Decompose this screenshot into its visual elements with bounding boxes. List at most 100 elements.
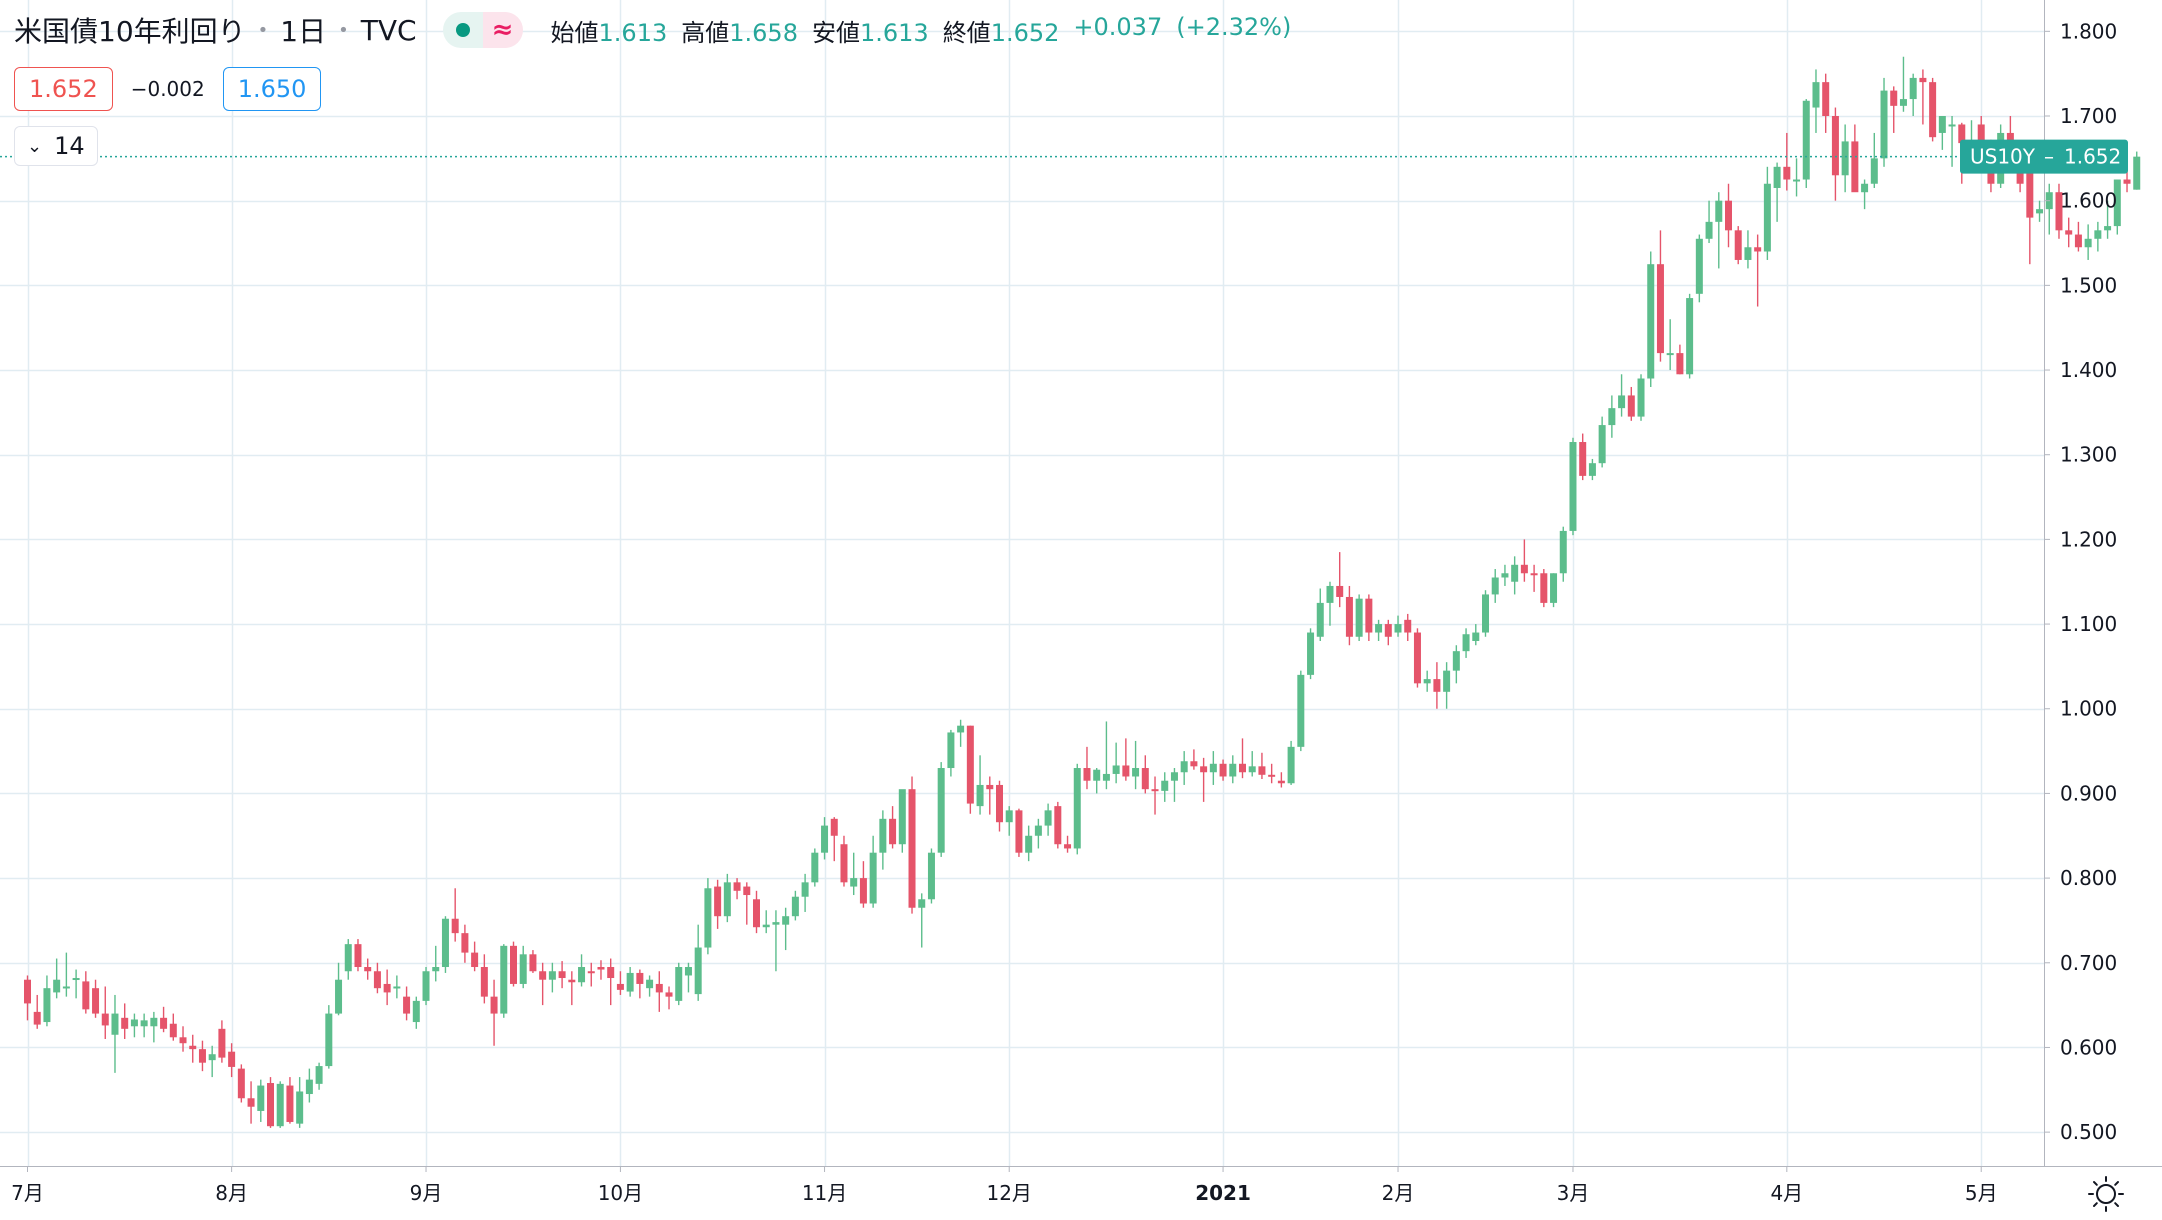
candle — [510, 941, 517, 987]
candle-body — [1064, 844, 1072, 849]
candle-body — [1491, 577, 1499, 595]
candle — [947, 729, 955, 777]
candle-body — [1112, 765, 1120, 774]
candle-body — [597, 967, 605, 970]
candle-body — [1559, 530, 1567, 574]
candle-body — [1326, 585, 1334, 603]
candle-body — [1384, 624, 1392, 637]
candle-body — [2084, 238, 2092, 248]
candle-body — [1365, 598, 1373, 633]
candle-body — [1793, 179, 1801, 182]
interval-label[interactable]: 1日 — [280, 15, 327, 48]
candle-body — [72, 978, 80, 981]
candle-body — [1122, 765, 1130, 777]
candle-body — [1734, 230, 1742, 260]
candle-body — [1861, 183, 1869, 193]
candle — [296, 1077, 304, 1128]
candle-body — [1180, 761, 1188, 773]
buy-price-button[interactable]: 1.650 — [222, 67, 322, 111]
candle — [1336, 552, 1344, 608]
y-tick-label: 1.400 — [2060, 358, 2117, 382]
candle — [2055, 183, 2063, 239]
price-axis[interactable]: 0.500 0.600 0.700 0.800 0.900 1.000 1.100 1.200… — [2044, 19, 2117, 1144]
candle-body — [1783, 166, 1791, 180]
candle-body — [267, 1083, 274, 1127]
candle — [101, 986, 109, 1039]
candle-body — [898, 789, 906, 845]
candle — [597, 960, 605, 980]
candle-body — [1287, 746, 1295, 784]
sell-price-button[interactable]: 1.652 — [14, 67, 113, 111]
candle — [811, 848, 819, 887]
market-status[interactable]: ≈ — [442, 12, 523, 48]
candle-body — [189, 1045, 197, 1050]
candle-body — [1083, 768, 1091, 781]
candle — [1229, 755, 1237, 784]
candle-body — [782, 916, 790, 925]
candle-body — [578, 967, 586, 983]
change-value: +0.037 — [1073, 12, 1163, 41]
candle-body — [1608, 408, 1616, 426]
y-tick-label: 0.800 — [2060, 866, 2117, 890]
indicator-count: 14 — [54, 132, 85, 160]
candle-body — [1666, 353, 1674, 356]
exchange-label[interactable]: TVC — [360, 13, 417, 47]
candle-body — [1345, 596, 1353, 637]
candle-body — [957, 725, 965, 733]
candle — [1929, 77, 1937, 142]
candle — [1443, 662, 1451, 709]
symbol-title[interactable]: 米国債10年利回り — [14, 15, 246, 48]
candle — [684, 962, 692, 993]
bid-ask-row: 1.652 −0.002 1.650 — [14, 66, 322, 112]
candle-body — [607, 967, 615, 979]
candle-body — [2104, 226, 2112, 231]
candle-body — [694, 947, 702, 995]
candle — [1141, 755, 1149, 794]
time-axis[interactable]: 7月 8月 9月 10月 11月 12月 2021 2月 3月 4月 5月 — [11, 1166, 1998, 1205]
candle — [1734, 226, 1742, 265]
candle-body — [1482, 594, 1489, 633]
candle — [1890, 86, 1898, 133]
candle — [1472, 624, 1480, 646]
candle-body — [1520, 564, 1528, 574]
candle — [2084, 224, 2092, 260]
candle-body — [1034, 825, 1042, 836]
candle-body — [373, 971, 381, 989]
candle — [373, 962, 381, 994]
candle-body — [247, 1098, 255, 1107]
candle — [1666, 319, 1674, 371]
candle — [490, 979, 498, 1046]
candle — [1861, 179, 1869, 210]
candle — [393, 975, 401, 999]
candle — [2123, 171, 2131, 193]
candle-body — [1093, 769, 1101, 781]
candle — [1307, 628, 1315, 680]
candle — [82, 971, 90, 1014]
candle — [500, 944, 508, 1018]
candle-body — [1705, 221, 1713, 239]
candle-body — [1355, 598, 1363, 637]
candle — [1598, 416, 1606, 468]
indicators-toggle-button[interactable]: ⌄ 14 — [14, 126, 98, 166]
candle-body — [179, 1037, 187, 1044]
candle — [1637, 374, 1645, 421]
candle — [801, 873, 809, 912]
candle-body — [1841, 141, 1849, 176]
candle — [704, 878, 712, 955]
candle — [1793, 158, 1801, 197]
candle-body — [1054, 806, 1062, 845]
y-tick-label: 1.100 — [2060, 612, 2117, 636]
candle-body — [1929, 82, 1937, 138]
candle-body — [1170, 772, 1178, 781]
candle-body — [1569, 442, 1577, 531]
candle-body — [1239, 763, 1246, 773]
sun-gear-icon[interactable] — [2088, 1176, 2124, 1212]
candle — [1025, 825, 1033, 862]
candle-body — [33, 1011, 41, 1025]
candle-body — [218, 1028, 226, 1058]
candle-body — [1812, 82, 1820, 108]
candle-body — [1015, 810, 1023, 853]
open-value: 1.613 — [598, 18, 668, 47]
candle-body — [772, 922, 780, 925]
